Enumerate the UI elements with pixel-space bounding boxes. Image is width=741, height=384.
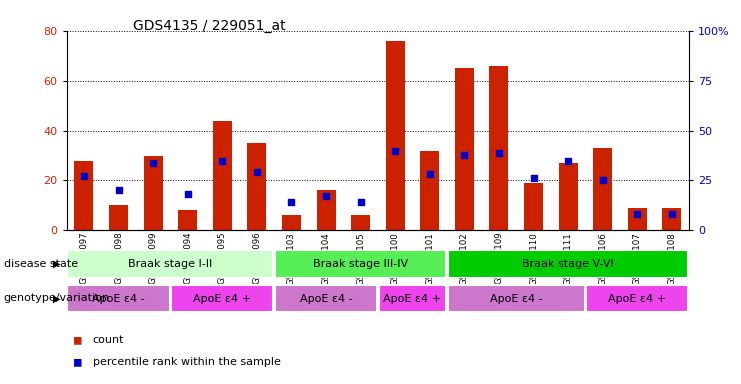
Text: disease state: disease state — [4, 259, 78, 269]
Bar — [275, 250, 446, 278]
Point — [597, 177, 608, 184]
Bar — [586, 285, 688, 313]
Point — [562, 157, 574, 164]
Text: ApoE ε4 -: ApoE ε4 - — [490, 293, 542, 304]
Text: Braak stage III-IV: Braak stage III-IV — [313, 259, 408, 269]
Text: count: count — [93, 335, 124, 345]
Bar — [351, 215, 370, 230]
Bar — [593, 148, 612, 230]
Bar — [662, 208, 682, 230]
Text: ApoE ε4 -: ApoE ε4 - — [92, 293, 145, 304]
Point — [459, 151, 471, 157]
Bar — [448, 285, 585, 313]
Bar — [247, 143, 266, 230]
Bar — [420, 151, 439, 230]
Point — [182, 191, 193, 197]
Bar — [628, 208, 647, 230]
Bar — [213, 121, 232, 230]
Text: ■: ■ — [74, 333, 82, 346]
Bar — [67, 250, 273, 278]
Bar — [489, 66, 508, 230]
Point — [216, 157, 228, 164]
Point — [78, 174, 90, 180]
Bar — [316, 190, 336, 230]
Point — [147, 159, 159, 166]
Text: ▶: ▶ — [53, 259, 61, 269]
Text: ApoE ε4 -: ApoE ε4 - — [299, 293, 353, 304]
Text: ▶: ▶ — [53, 293, 61, 303]
Bar — [74, 161, 93, 230]
Bar — [171, 285, 273, 313]
Bar — [385, 41, 405, 230]
Text: percentile rank within the sample: percentile rank within the sample — [93, 357, 281, 367]
Point — [493, 149, 505, 156]
Text: ApoE ε4 +: ApoE ε4 + — [193, 293, 251, 304]
Point — [285, 199, 297, 205]
Bar — [559, 163, 577, 230]
Bar — [448, 250, 688, 278]
Point — [631, 211, 643, 217]
Point — [424, 171, 436, 177]
Bar — [275, 285, 377, 313]
Bar — [524, 183, 543, 230]
Point — [113, 187, 124, 194]
Point — [251, 169, 263, 175]
Text: Braak stage V-VI: Braak stage V-VI — [522, 259, 614, 269]
Text: ApoE ε4 +: ApoE ε4 + — [608, 293, 666, 304]
Text: GDS4135 / 229051_at: GDS4135 / 229051_at — [133, 19, 286, 33]
Bar — [282, 215, 301, 230]
Bar — [144, 156, 162, 230]
Bar — [379, 285, 446, 313]
Bar — [455, 68, 474, 230]
Point — [355, 199, 367, 205]
Text: genotype/variation: genotype/variation — [4, 293, 110, 303]
Point — [389, 147, 401, 154]
Point — [528, 175, 539, 182]
Bar — [109, 205, 128, 230]
Point — [666, 211, 678, 217]
Text: ■: ■ — [74, 355, 82, 368]
Text: Braak stage I-II: Braak stage I-II — [128, 259, 213, 269]
Bar — [178, 210, 197, 230]
Bar — [67, 285, 170, 313]
Point — [320, 194, 332, 200]
Text: ApoE ε4 +: ApoE ε4 + — [384, 293, 442, 304]
